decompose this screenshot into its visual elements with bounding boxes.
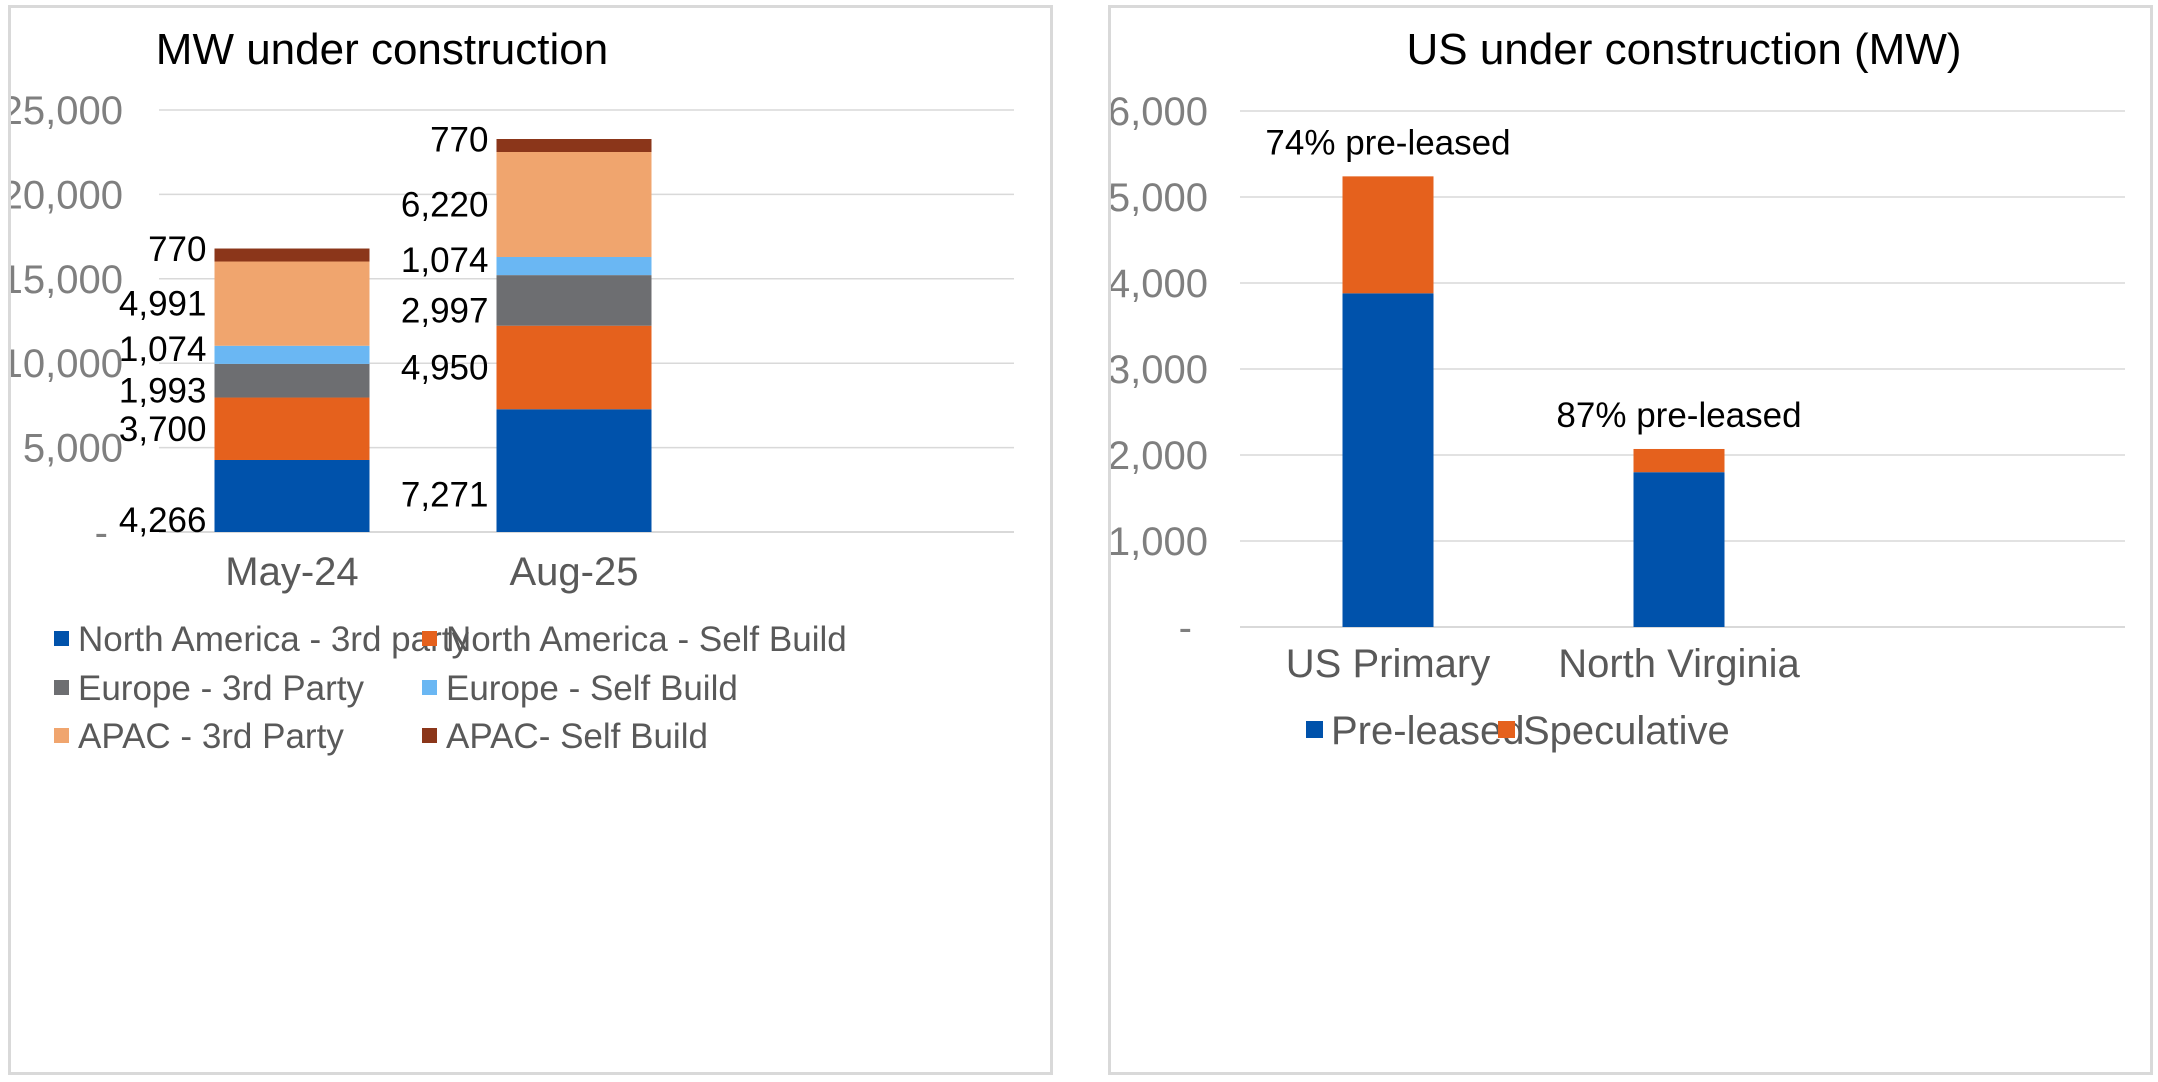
chart-title: MW under construction <box>156 25 608 74</box>
data-label: 7,271 <box>401 476 489 515</box>
bar-europe-self-build-aug-25 <box>496 256 652 276</box>
y-tick-label: 4,000 <box>1111 262 1208 306</box>
data-label: 1,074 <box>401 241 489 280</box>
y-tick-label: 3,000 <box>1111 348 1208 392</box>
legend-swatch-north-america-3rd-party <box>54 631 69 646</box>
legend-label: APAC - 3rd Party <box>78 717 344 756</box>
bar-apac-3rd-party-aug-25 <box>496 151 652 257</box>
data-label: 6,220 <box>401 185 489 224</box>
y-tick-label: - <box>1179 606 1192 650</box>
y-tick-label: 2,000 <box>1111 434 1208 478</box>
data-label: 1,993 <box>119 372 207 411</box>
legend-label: APAC- Self Build <box>446 717 708 756</box>
y-tick-label: 1,000 <box>1111 520 1208 564</box>
bar-europe-3rd-party-aug-25 <box>496 275 652 326</box>
y-tick-label: 15,000 <box>11 258 123 302</box>
legend-label: Europe - 3rd Party <box>78 669 364 708</box>
bar-europe-self-build-may-24 <box>214 345 370 364</box>
chart-panel-us-under-construction: US under construction (MW) - 1,000 2,000 3,0… <box>1108 5 2153 1075</box>
y-tick-label: 25,000 <box>11 89 123 133</box>
y-tick-label: 6,000 <box>1111 90 1208 134</box>
bar-north-america-3rd-party-may-24 <box>214 459 370 532</box>
y-tick-label: 20,000 <box>11 173 123 217</box>
x-category-label: Aug-25 <box>510 550 639 594</box>
data-label: 4,950 <box>401 348 489 387</box>
x-category-label: May-24 <box>225 550 358 594</box>
legend-label: North America - Self Build <box>446 620 847 659</box>
x-category-label: North Virginia <box>1558 642 1800 686</box>
legend-swatch-north-america-self-build <box>422 631 437 646</box>
bar-north-america-self-build-aug-25 <box>496 325 652 410</box>
bar-apac-3rd-party-may-24 <box>214 261 370 346</box>
y-tick-label: 10,000 <box>11 342 123 386</box>
us-under-construction-chart: US under construction (MW) - 1,000 2,000 3,0… <box>1111 25 2125 753</box>
y-tick-label: - <box>95 511 108 555</box>
legend-swatch-apac-3rd-party <box>54 728 69 743</box>
chart-title: US under construction (MW) <box>1406 25 1961 74</box>
data-label: 4,266 <box>119 501 207 540</box>
bar-speculative-us-primary <box>1342 176 1434 294</box>
bar-europe-3rd-party-may-24 <box>214 363 370 398</box>
legend-swatch-europe-self-build <box>422 680 437 695</box>
legend-swatch-apac-self-build <box>422 728 437 743</box>
mw-under-construction-chart: MW under construction - 5,000 10,000 15,000 2… <box>11 25 1014 756</box>
y-tick-label: 5,000 <box>23 427 123 471</box>
legend-label: Europe - Self Build <box>446 669 738 708</box>
bar-pre-leased-us-primary <box>1342 293 1434 627</box>
legend-swatch-speculative <box>1498 721 1515 738</box>
pre-leased-annotation: 87% pre-leased <box>1556 396 1801 435</box>
bar-apac-self-build-aug-25 <box>496 138 652 152</box>
bar-speculative-north-virginia <box>1633 448 1725 473</box>
legend-swatch-pre-leased <box>1306 721 1323 738</box>
legend-label: Speculative <box>1523 709 1730 753</box>
bar-pre-leased-north-virginia <box>1633 472 1725 627</box>
y-tick-label: 5,000 <box>1111 176 1208 220</box>
legend-swatch-europe-3rd-party <box>54 680 69 695</box>
x-category-label: US Primary <box>1286 642 1490 686</box>
chart-panel-mw-under-construction: MW under construction - 5,000 10,000 15,000 2… <box>8 5 1053 1075</box>
data-label: 770 <box>148 230 206 269</box>
bar-north-america-3rd-party-aug-25 <box>496 409 652 532</box>
legend-label: Pre-leased <box>1331 709 1524 753</box>
bar-apac-self-build-may-24 <box>214 248 370 262</box>
legend-label: North America - 3rd party <box>78 620 469 659</box>
pre-leased-annotation: 74% pre-leased <box>1265 123 1510 162</box>
bar-north-america-self-build-may-24 <box>214 397 370 460</box>
data-label: 3,700 <box>119 410 207 449</box>
data-label: 1,074 <box>119 330 207 369</box>
data-label: 2,997 <box>401 291 489 330</box>
data-label: 4,991 <box>119 285 207 324</box>
data-label: 770 <box>430 120 488 159</box>
